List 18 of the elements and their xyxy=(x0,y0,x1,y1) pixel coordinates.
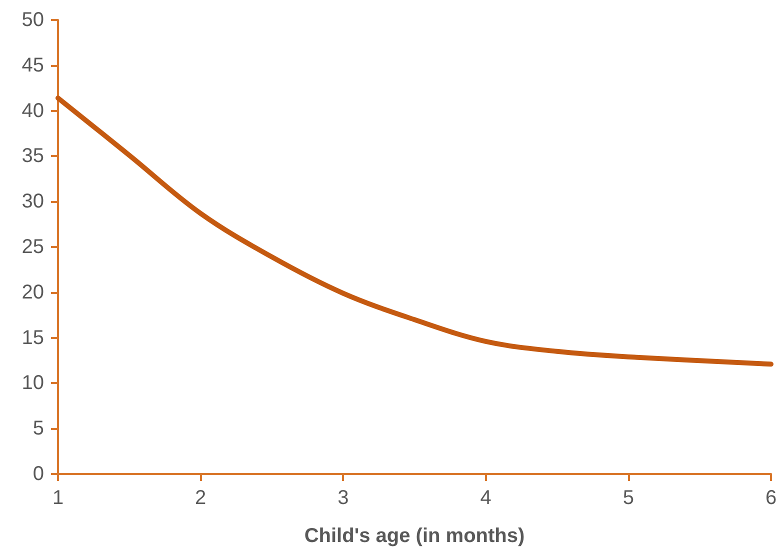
y-tick-label: 10 xyxy=(22,372,44,394)
x-tick-label: 1 xyxy=(52,487,64,509)
y-tick-label: 50 xyxy=(22,9,44,31)
y-tick-label: 40 xyxy=(22,100,44,122)
x-tick-label: 4 xyxy=(480,487,492,509)
x-tick-label: 3 xyxy=(338,487,349,509)
y-tick-label: 20 xyxy=(22,281,44,304)
y-tick-label: 35 xyxy=(22,145,44,168)
y-tick-label: 15 xyxy=(22,326,44,349)
y-tick-label: 45 xyxy=(22,54,44,76)
y-tick-label: 5 xyxy=(32,418,44,440)
y-tick-label: 25 xyxy=(22,236,44,258)
x-tick-label: 5 xyxy=(622,487,634,509)
y-tick-label: 0 xyxy=(32,463,44,485)
x-tick-label: 6 xyxy=(765,487,777,509)
y-tick-label: 30 xyxy=(22,190,44,213)
x-axis-title: Child's age (in months) xyxy=(304,525,525,547)
x-tick-label: 2 xyxy=(195,487,206,509)
